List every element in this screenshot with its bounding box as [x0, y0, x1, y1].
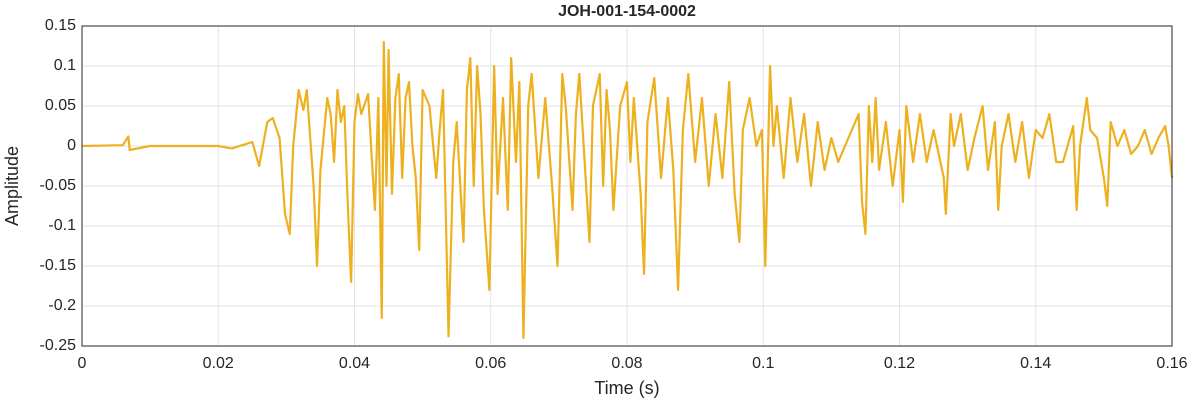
- y-tick-label: 0.1: [54, 57, 76, 74]
- x-tick-label: 0.08: [611, 355, 642, 372]
- y-axis-label: Amplitude: [2, 146, 22, 226]
- x-tick-label: 0.02: [203, 355, 234, 372]
- x-tick-label: 0.1: [752, 355, 774, 372]
- x-tick-label: 0.14: [1020, 355, 1051, 372]
- y-tick-label: 0: [67, 137, 76, 154]
- axes-box: [81, 25, 1173, 347]
- chart-title: JOH-001-154-0002: [558, 3, 696, 20]
- y-tick-label: -0.2: [48, 297, 76, 314]
- x-axis-label: Time (s): [594, 378, 659, 398]
- x-tick-label: 0.04: [339, 355, 370, 372]
- y-tick-label: -0.1: [48, 217, 76, 234]
- x-tick-label: 0: [78, 355, 87, 372]
- x-tick-label: 0.16: [1156, 355, 1187, 372]
- x-tick-label: 0.06: [475, 355, 506, 372]
- y-tick-label: 0.15: [45, 17, 76, 34]
- y-tick-label: 0.05: [45, 97, 76, 114]
- y-tick-label: -0.25: [40, 337, 77, 354]
- y-tick-label: -0.15: [40, 257, 77, 274]
- waveform-line: [81, 40, 1174, 340]
- x-tick-label: 0.12: [884, 355, 915, 372]
- y-tick-label: -0.05: [40, 177, 77, 194]
